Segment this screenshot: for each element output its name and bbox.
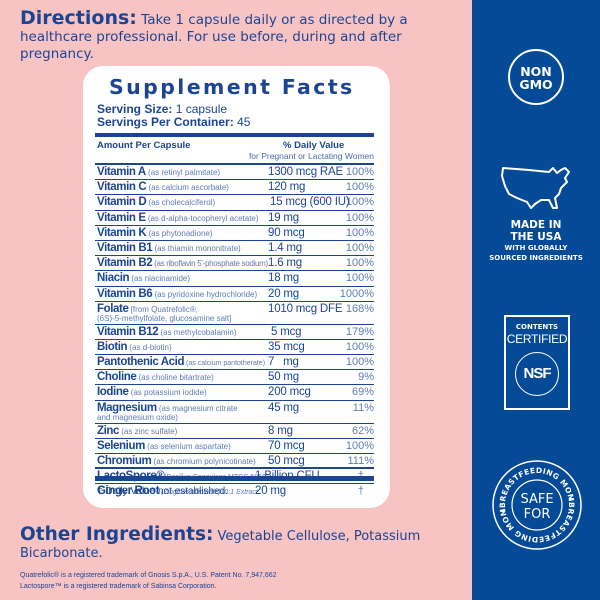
directions: Directions: Take 1 capsule daily or as d… bbox=[20, 7, 460, 63]
divider-bottom bbox=[95, 476, 374, 481]
servings-per-container-label: Servings Per Container: bbox=[97, 115, 234, 129]
table-row: Niacin (as niacinamide) 18 mg 100% bbox=[95, 271, 374, 287]
other-ingredients-label: Other Ingredients: bbox=[20, 524, 214, 545]
serving-size-value: 1 capsule bbox=[172, 102, 228, 116]
table-row: Pantothenic Acid (as calcium pantotherat… bbox=[95, 355, 374, 371]
table-row: Vitamin E (as d-alpha-tocopheryl acetate… bbox=[95, 211, 374, 226]
serving-info: Serving Size: 1 capsule Servings Per Con… bbox=[97, 103, 250, 129]
table-row: Selenium (as selenium aspartate) 70 mcg 10… bbox=[95, 439, 374, 454]
trademark-note: Quatrefolic® is a registered trademark o… bbox=[20, 572, 277, 579]
table-row: Choline (as choline bitartrate) 50 mg 9% bbox=[95, 370, 374, 386]
non-gmo-badge: NON GMO bbox=[508, 49, 564, 105]
nsf-logo-icon: NSF bbox=[515, 352, 559, 396]
table-row: Iodine (as potassium iodide) 200 mcg 69% bbox=[95, 385, 374, 401]
svg-text:SAFE: SAFE bbox=[520, 492, 553, 507]
serving-size-label: Serving Size: bbox=[97, 102, 173, 116]
table-header: Amount Per Capsule % Daily Value for Pre… bbox=[97, 139, 374, 163]
usa-map-icon bbox=[501, 167, 570, 209]
header-amount: Amount Per Capsule bbox=[97, 140, 191, 151]
other-ingredients: Other Ingredients: Vegetable Cellulose, … bbox=[20, 524, 460, 562]
trademark-note: Lactospore™ is a registered trademark of… bbox=[20, 583, 217, 590]
table-row: Folate [from Quatrefolic®, (6S)-5-methylf… bbox=[95, 302, 374, 325]
servings-per-container-value: 45 bbox=[233, 115, 251, 129]
table-row: Zinc (as zinc sulfate) 8 mg 62% bbox=[95, 424, 374, 439]
badge-sidebar: NON GMO MADE IN THE USA WITH GLOBALLY SO… bbox=[472, 0, 600, 600]
directions-text: Take 1 capsule daily or as directed by a… bbox=[20, 12, 408, 62]
table-row: Ginger Root (Zingiber officinale)10:1 Ex… bbox=[97, 485, 364, 498]
table-row: Vitamin B12 (as methylcobalamin) 5 mcg 179… bbox=[95, 325, 374, 340]
made-in-usa-badge: MADE IN THE USA WITH GLOBALLY SOURCED IN… bbox=[489, 219, 583, 262]
table-row: Vitamin K (as phytonadione) 90 mcg 100% bbox=[95, 226, 374, 241]
table-row: Magnesium (as magnesium citrate and magne… bbox=[95, 401, 374, 424]
directions-label: Directions: bbox=[20, 7, 137, 29]
table-row: Vitamin B1 (as thiamin mononitrate) 1.4 m… bbox=[95, 241, 374, 257]
divider-thick bbox=[95, 133, 374, 137]
nsf-certified-badge: CONTENTS CERTIFIED NSF bbox=[504, 315, 570, 410]
nutrient-table: Vitamin A (as retinyl palmitate) 1300 mcg… bbox=[95, 165, 374, 500]
svg-text:FOR: FOR bbox=[524, 507, 551, 522]
header-daily-value: % Daily Value bbox=[283, 140, 345, 151]
table-row: Biotin (as d-biotin) 35 mcg 100% bbox=[95, 340, 374, 356]
header-daily-value-sub: for Pregnant or Lactating Women bbox=[248, 151, 374, 161]
table-row: Vitamin B6 (as pyridoxine hydrochloride)… bbox=[95, 287, 374, 302]
divider-header bbox=[95, 163, 374, 165]
table-row: Chromium (as chromium polynicotinate) 50 … bbox=[95, 454, 374, 470]
table-row: Vitamin B2 (as riboflavin 5'-phosphate s… bbox=[95, 256, 374, 272]
table-row: Vitamin C (as calcium ascorbate) 120 mg 10… bbox=[95, 180, 374, 196]
supplement-facts-title: Supplement Facts bbox=[109, 75, 355, 99]
footnote: † Daily Value not established. bbox=[97, 486, 229, 497]
other-ingredients-text: Vegetable Cellulose, Potassium Bicarbona… bbox=[20, 529, 421, 561]
table-row: Vitamin D (as cholecalciferol) 15 mcg (60… bbox=[95, 195, 374, 211]
supplement-facts-panel: Supplement Facts Serving Size: 1 capsule… bbox=[83, 66, 390, 508]
table-row: Vitamin A (as retinyl palmitate) 1300 mcg… bbox=[95, 165, 374, 181]
